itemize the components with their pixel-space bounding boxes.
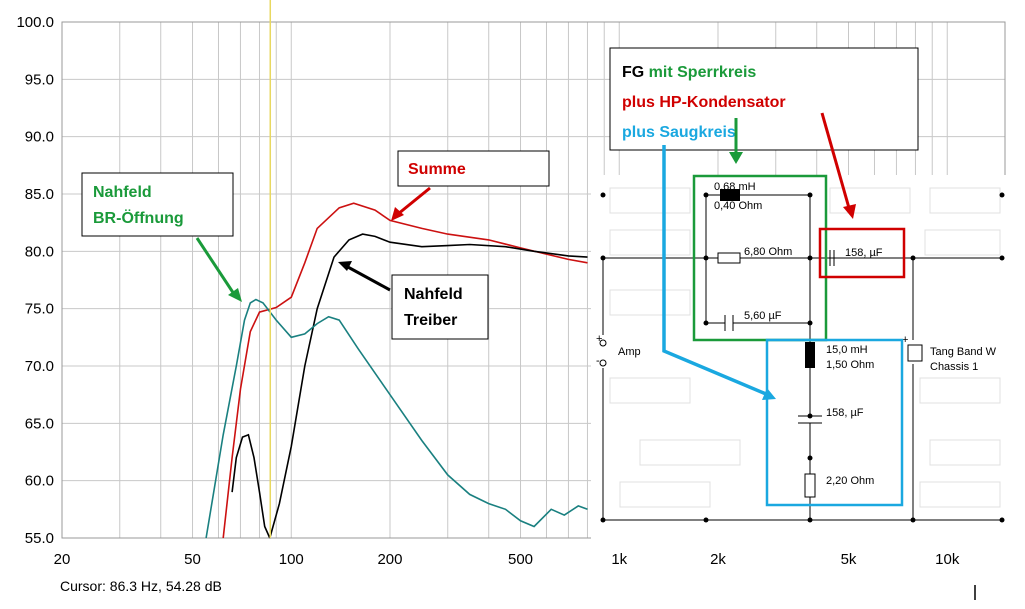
series-line-3 xyxy=(205,298,588,539)
amp-label: Amp xyxy=(618,346,641,358)
saugkreis-highlight xyxy=(765,338,904,507)
callout-summe: Summe xyxy=(391,150,550,221)
driver-chassis: Chassis 1 xyxy=(930,361,978,373)
y-tick-label: 65.0 xyxy=(25,415,54,432)
x-tick-label: 20 xyxy=(54,551,71,568)
callout-summe-text: Summe xyxy=(408,161,466,178)
x-tick-label: 500 xyxy=(508,551,533,568)
x-axis-ticks: 20 50 100 200 500 1k 2k 5k 10k xyxy=(54,551,960,568)
driver-name: Tang Band W xyxy=(930,346,997,358)
callout-nahfeld-treiber-line1: Nahfeld xyxy=(404,286,463,303)
x-tick-label: 5k xyxy=(841,551,857,568)
l2-value: 15,0 mH xyxy=(826,344,868,356)
legend-line-3: plus Saugkreis xyxy=(622,124,736,141)
c2-value: 158, µF xyxy=(826,407,864,419)
y-tick-label: 85.0 xyxy=(25,186,54,203)
x-tick-label: 200 xyxy=(377,551,402,568)
response-curves xyxy=(205,202,588,539)
y-tick-label: 80.0 xyxy=(25,243,54,260)
l2-resistance: 1,50 Ohm xyxy=(826,359,874,371)
y-tick-label: 95.0 xyxy=(25,71,54,88)
l1-resistance: 0,40 Ohm xyxy=(714,200,762,212)
driver-plus: + xyxy=(902,334,908,346)
y-tick-label: 90.0 xyxy=(25,129,54,146)
series-line-1 xyxy=(222,202,588,539)
y-tick-label: 75.0 xyxy=(25,301,54,318)
schematic-panel: 0,68 mH 0,40 Ohm 6,80 Ohm 5,60 µF 158, µ… xyxy=(591,174,1006,540)
callout-nahfeld-br-line2: BR-Öffnung xyxy=(93,208,184,227)
x-tick-label: 50 xyxy=(184,551,201,568)
callout-nahfeld-treiber-line2: Treiber xyxy=(404,312,457,329)
series-line-2 xyxy=(269,233,588,539)
r1-value: 6,80 Ohm xyxy=(744,246,792,258)
amp-plus: + xyxy=(596,333,602,345)
callout-nahfeld-br: Nahfeld BR-Öffnung xyxy=(81,172,242,302)
legend-callout: FG mit Sperrkreis plus HP-Kondensator pl… xyxy=(609,47,919,400)
l1-value: 0,68 mH xyxy=(714,181,756,193)
cursor-readout: Cursor: 86.3 Hz, 54.28 dB xyxy=(60,578,222,594)
callout-nahfeld-br-line1: Nahfeld xyxy=(93,184,152,201)
sperrkreis-highlight xyxy=(692,174,828,342)
x-tick-label: 10k xyxy=(935,551,960,568)
c1-value: 5,60 µF xyxy=(744,310,782,322)
c-hp-value: 158, µF xyxy=(845,247,883,259)
x-tick-label: 100 xyxy=(279,551,304,568)
y-tick-label: 70.0 xyxy=(25,358,54,375)
r2-value: 2,20 Ohm xyxy=(826,475,874,487)
hp-capacitor-highlight xyxy=(818,227,906,279)
y-tick-label: 55.0 xyxy=(25,530,54,547)
y-axis-ticks: 100.0 95.0 90.0 85.0 80.0 75.0 70.0 65.0 60.0 55.… xyxy=(16,14,54,547)
amp-minus: - xyxy=(596,355,600,367)
x-tick-label: 2k xyxy=(710,551,726,568)
callout-nahfeld-treiber: Nahfeld Treiber xyxy=(338,261,489,340)
series-line-4 xyxy=(231,433,271,539)
legend-line-2: plus HP-Kondensator xyxy=(622,94,786,111)
legend-line-1: FG mit Sperrkreis xyxy=(622,64,756,81)
y-tick-label: 60.0 xyxy=(25,473,54,490)
x-tick-label: 1k xyxy=(611,551,627,568)
y-tick-label: 100.0 xyxy=(16,14,54,31)
